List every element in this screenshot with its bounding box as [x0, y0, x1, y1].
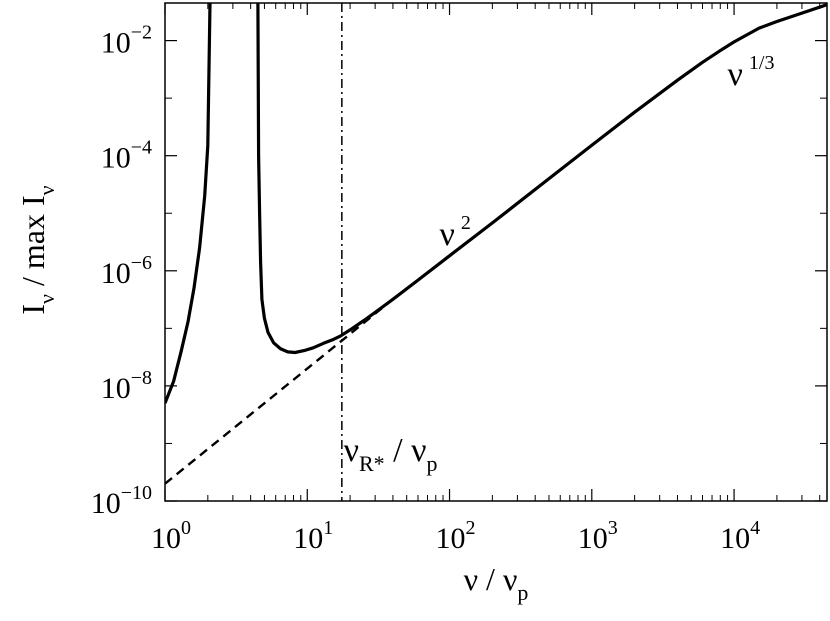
x-tick-label: 103: [578, 517, 618, 555]
y-tick-label: 10−8: [101, 367, 152, 405]
x-tick-label: 100: [151, 517, 191, 555]
annotation-layer: ν 2 ν 1/3 νR* / νp: [344, 52, 775, 476]
solid-line-series-1: [165, 3, 212, 404]
ticks: [164, 3, 827, 502]
annotation-label: νR* / νp: [344, 432, 438, 476]
solid-line-series-2: [256, 3, 827, 355]
y-tick-label: 10−2: [101, 22, 152, 60]
x-tick-label: 102: [436, 517, 476, 555]
series-layer: [165, 3, 827, 485]
dashed-line-series: [165, 298, 394, 485]
tick-labels: 100 101 102 103 104 10−10 10−8 10−6 10−4 10−2: [91, 22, 760, 555]
x-tick-label: 101: [293, 517, 333, 555]
annotation-label: ν 1/3: [728, 52, 775, 93]
x-tick-label: 104: [720, 517, 760, 555]
x-axis-title: ν / νp: [464, 561, 529, 605]
y-tick-label: 10−6: [101, 252, 152, 290]
y-axis-title: Iν / max Iν: [15, 185, 59, 314]
y-tick-label: 10−10: [91, 482, 152, 520]
y-tick-label: 10−4: [101, 137, 152, 175]
plot-frame: [164, 2, 828, 502]
